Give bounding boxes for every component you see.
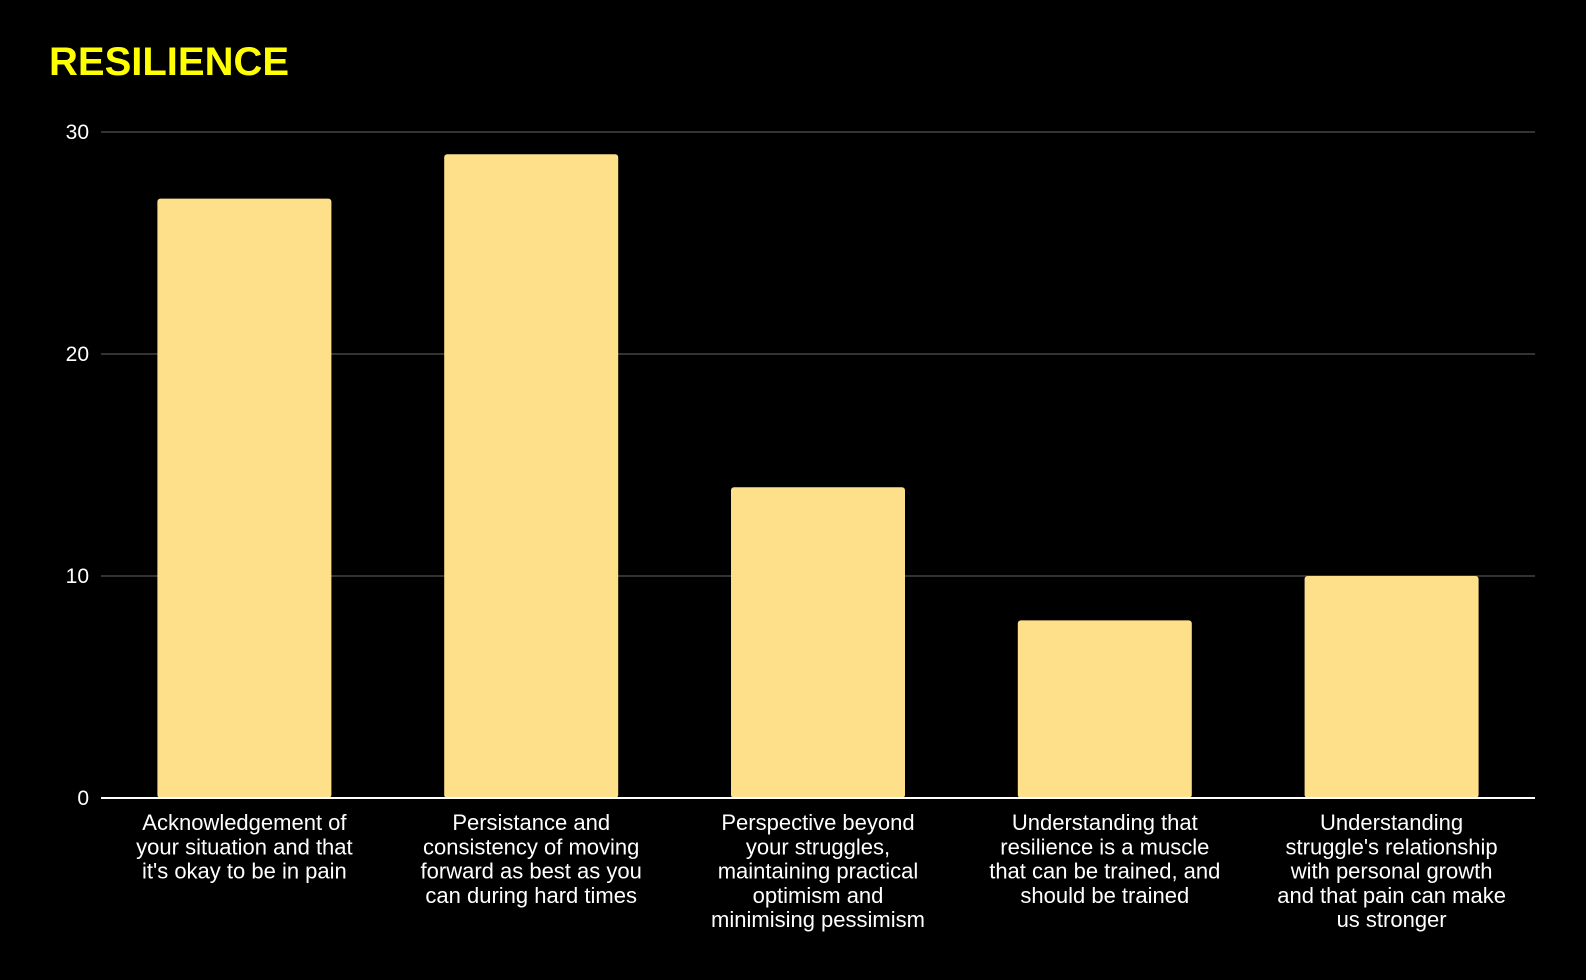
y-tick-label: 30	[66, 121, 89, 144]
x-tick-label-line: should be trained	[1020, 883, 1189, 908]
x-tick-label-line: Acknowledgement of	[142, 810, 347, 835]
x-tick-label: Acknowledgement of your situation and tha…	[136, 810, 352, 884]
x-tick-label-line: Persistance and	[452, 810, 610, 835]
x-axis-labels: Acknowledgement of your situation and tha…	[136, 810, 1506, 932]
x-tick-label-line: it's okay to be in pain	[142, 859, 347, 884]
x-tick-label: Persistance and consistency of moving forw…	[421, 810, 642, 908]
x-tick-label-line: optimism and	[753, 883, 884, 908]
x-tick-label-line: Understanding	[1320, 810, 1463, 835]
x-tick-label-line: with personal growth	[1290, 859, 1493, 884]
y-tick-label: 0	[77, 787, 89, 810]
y-axis-ticks: 0 10 20 30	[66, 121, 89, 810]
x-tick-label-line: can during hard times	[425, 883, 637, 908]
bar	[1017, 620, 1192, 798]
x-tick-label-line: your situation and that	[136, 834, 352, 859]
x-tick-label-line: maintaining practical	[718, 859, 919, 884]
x-tick-label-line: minimising pessimism	[711, 907, 925, 932]
bar	[157, 198, 332, 799]
x-tick-label: Perspective beyond your struggles, maintai…	[711, 810, 925, 932]
x-tick-label-line: resilience is a muscle	[1000, 834, 1209, 859]
x-tick-label-line: that can be trained, and	[989, 859, 1220, 884]
x-tick-label-line: your struggles,	[746, 834, 890, 859]
x-tick-label-line: consistency of moving	[423, 834, 639, 859]
bar	[444, 154, 619, 798]
bar	[1304, 576, 1479, 798]
x-tick-label-line: struggle's relationship	[1286, 834, 1498, 859]
chart-title: RESILIENCE	[49, 40, 290, 84]
x-tick-label: Understanding that resilience is a muscle…	[989, 810, 1220, 908]
x-tick-label-line: us stronger	[1337, 907, 1447, 932]
x-tick-label-line: Perspective beyond	[721, 810, 914, 835]
bar	[731, 487, 905, 798]
x-tick-label: Understanding struggle's relationship with…	[1277, 810, 1506, 932]
bars	[157, 154, 1479, 799]
x-tick-label-line: forward as best as you	[421, 859, 642, 884]
y-tick-label: 20	[66, 343, 89, 366]
x-tick-label-line: and that pain can make	[1277, 883, 1506, 908]
y-tick-label: 10	[66, 565, 89, 588]
x-tick-label-line: Understanding that	[1012, 810, 1198, 835]
